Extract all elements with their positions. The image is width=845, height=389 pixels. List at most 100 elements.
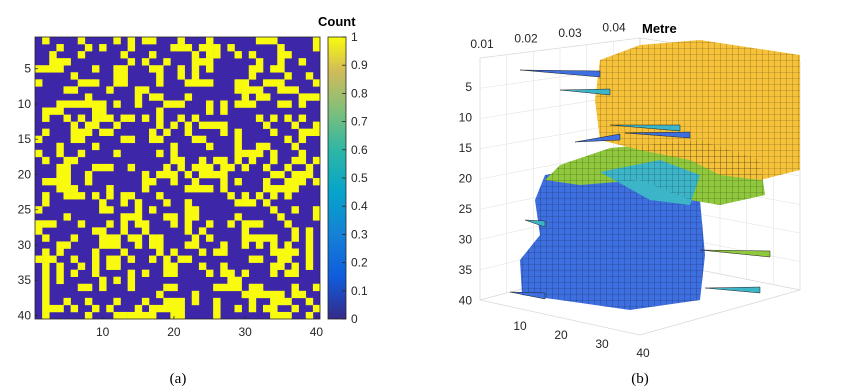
heatmap-cell [312, 304, 321, 313]
heatmap-cell [127, 255, 136, 263]
heatmap-cell [56, 107, 64, 115]
heatmap-cell [113, 276, 121, 285]
heatmap-cell [156, 135, 164, 144]
heatmap-cell [141, 185, 150, 193]
heatmap-cell [255, 58, 264, 66]
heatmap-cell [63, 170, 71, 179]
heatmap-cell [141, 86, 150, 94]
heatmap-cell [284, 178, 292, 186]
heatmap-cell [42, 107, 50, 115]
heatmap-cell [213, 156, 221, 165]
heatmap-cell [248, 149, 257, 158]
heatmap-cell [241, 79, 250, 87]
heatmap-cell [284, 269, 292, 277]
heatmap-cell [234, 156, 242, 165]
heatmap-cell [99, 276, 107, 285]
heatmap-cell [270, 269, 278, 277]
heatmap-cell [234, 142, 242, 151]
heatmap-cell [92, 163, 100, 172]
heatmap-cell [270, 128, 278, 136]
heatmap-cell [156, 304, 164, 313]
heatmap-cell [184, 128, 193, 136]
heatmap-cell [263, 304, 271, 313]
heatmap-cell [35, 65, 43, 73]
heatmap-cell [42, 156, 50, 165]
heatmap-cell [70, 269, 79, 277]
heatmap-cell [177, 297, 185, 306]
heatmap-cell [191, 185, 200, 193]
heatmap-cell [298, 128, 307, 136]
heatmap-cell [184, 121, 193, 129]
heatmap-cell [120, 114, 128, 122]
heatmap-cell [206, 100, 214, 108]
heatmap-cell [106, 192, 114, 200]
heatmap-cell [120, 227, 128, 235]
heatmap-cell [170, 311, 178, 320]
heatmap-cell [206, 44, 214, 52]
heatmap-cell [312, 156, 321, 165]
surface-spike [704, 286, 761, 294]
heatmap-cell [198, 135, 207, 144]
surface-z-ticks: 0.01 0.02 0.03 0.04 [470, 21, 626, 52]
heatmap-cell [305, 234, 314, 242]
heatmap-cell [170, 297, 178, 306]
heatmap-cell [291, 156, 299, 165]
heatmap-cell [220, 178, 228, 186]
heatmap-cell [284, 220, 292, 228]
heatmap-cell [70, 135, 79, 144]
heatmap-cell [206, 79, 214, 87]
heatmap-cell [92, 192, 100, 200]
heatmap-cell [312, 37, 321, 45]
heatmap-cell [227, 269, 235, 277]
heatmap-cell [184, 199, 193, 207]
heatmap-cell [92, 79, 100, 87]
heatmap-cell [206, 185, 214, 193]
heatmap-cell [227, 276, 235, 285]
heatmap-cell [263, 234, 271, 242]
surface-z-tick-label: 0.04 [602, 21, 626, 35]
surface-y-tick-label: 25 [459, 202, 473, 216]
heatmap-cell [284, 51, 292, 59]
colorbar-ticks: 0 0.1 0.2 0.3 0.4 0.5 0.6 0.7 0.8 0.9 1 [342, 30, 368, 326]
heatmap-cell [163, 262, 171, 270]
heatmap-cell [220, 100, 228, 108]
heatmap-cell [198, 170, 207, 179]
heatmap-cell [42, 248, 50, 256]
heatmap-y-tick-label: 15 [18, 132, 32, 146]
heatmap-cell [35, 79, 43, 87]
heatmap-cell [291, 234, 299, 242]
heatmap-cell [149, 255, 157, 263]
heatmap-cell [213, 283, 221, 292]
colorbar-tick-label: 0.7 [351, 115, 368, 129]
heatmap-cell [206, 107, 214, 115]
heatmap-cell [284, 86, 292, 94]
heatmap-cell [248, 290, 257, 299]
heatmap-cell [84, 178, 93, 186]
heatmap-cell [191, 65, 200, 73]
heatmap-cell [35, 255, 43, 263]
heatmap-cell [291, 170, 299, 179]
heatmap-cell [170, 100, 178, 108]
heatmap-cell [198, 262, 207, 270]
heatmap-cell [298, 135, 307, 144]
heatmap-cell [170, 220, 178, 228]
surface-spike [609, 124, 681, 132]
surface-y-ticks: 5 10 15 20 25 30 35 40 [459, 80, 473, 308]
heatmap-y-tick-label: 5 [24, 62, 31, 76]
heatmap-cell [198, 79, 207, 87]
heatmap-cell [255, 93, 264, 101]
heatmap-cell [70, 192, 79, 200]
heatmap-cell [270, 65, 278, 73]
heatmap-cell [241, 199, 250, 207]
heatmap-cell [84, 93, 93, 101]
heatmap-cell [113, 72, 121, 80]
surface-spike [574, 133, 621, 143]
heatmap-cell [170, 213, 178, 221]
heatmap-cell [63, 178, 71, 186]
heatmap-cell [49, 220, 57, 228]
z-axis-label: Metre [642, 21, 677, 36]
heatmap-cell [113, 311, 121, 320]
heatmap-cell [255, 142, 264, 151]
